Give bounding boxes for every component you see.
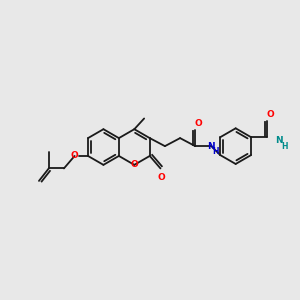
Text: O: O xyxy=(71,152,79,160)
Text: N: N xyxy=(275,136,283,145)
Text: O: O xyxy=(266,110,274,119)
Text: H: H xyxy=(212,147,219,156)
Text: H: H xyxy=(281,142,287,151)
Text: O: O xyxy=(130,160,138,169)
Text: N: N xyxy=(208,142,215,151)
Text: O: O xyxy=(158,173,165,182)
Text: O: O xyxy=(194,119,202,128)
